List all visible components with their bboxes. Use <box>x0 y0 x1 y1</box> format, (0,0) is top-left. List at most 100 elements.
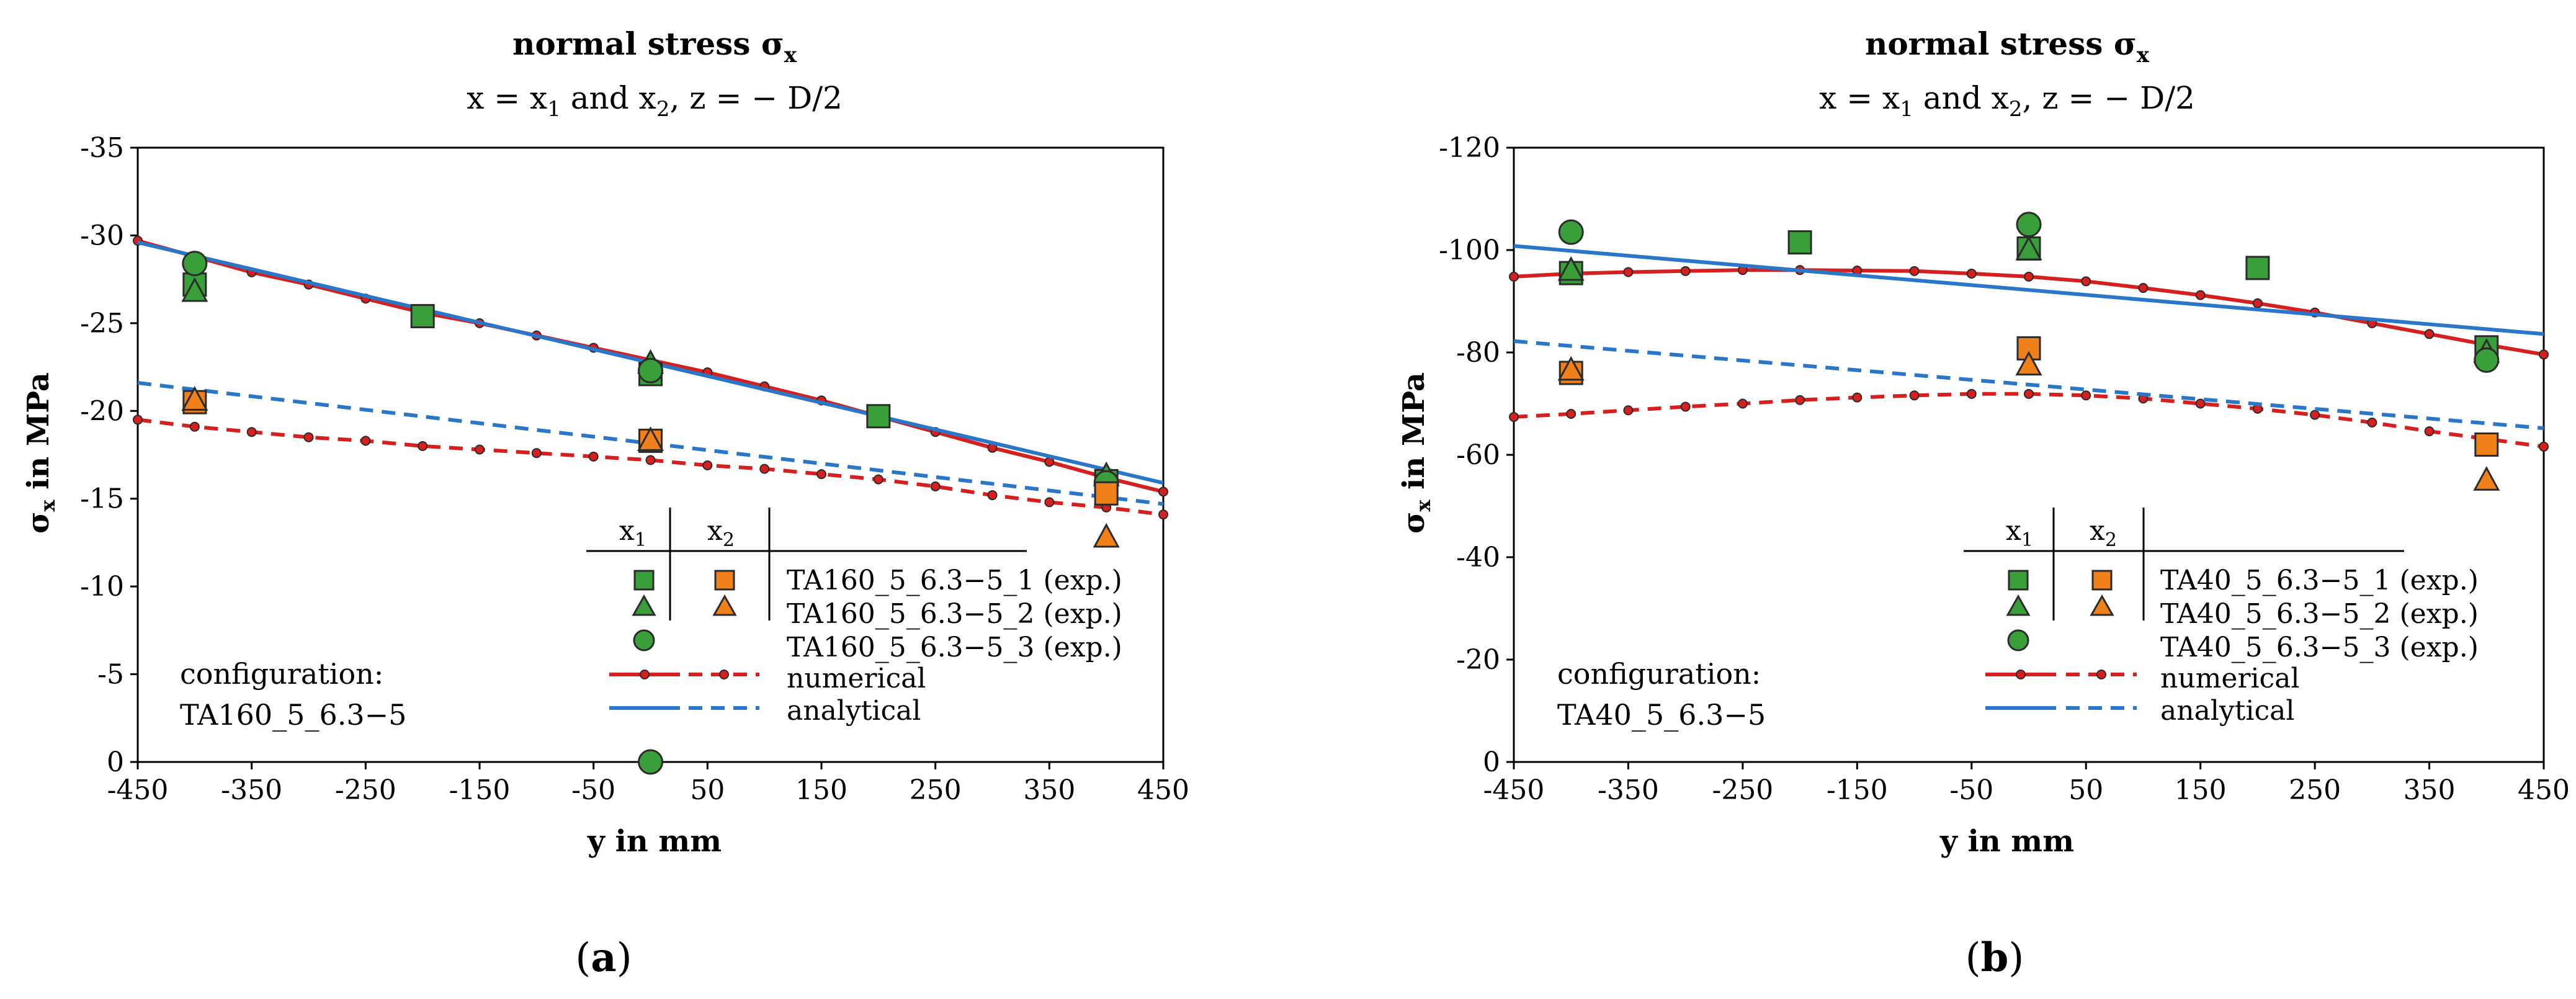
y-tick-label: 0 <box>1483 746 1500 778</box>
numerical-x2-point <box>1566 409 1576 419</box>
numerical-x2-point <box>360 436 371 446</box>
plot-area: -450 -350 -250 -150 -50 50 150 250 350 450 0 -5 -10 -… <box>80 132 1189 806</box>
legend-marker-numerical-x2 <box>719 670 729 679</box>
chart-title: normal stress σx <box>1865 25 2150 68</box>
x-tick-label: -50 <box>1949 774 1993 806</box>
legend-marker-x1-specimen-1 <box>633 570 655 591</box>
x-tick-label: 150 <box>2175 774 2227 806</box>
y-tick-label: -80 <box>1456 337 1500 369</box>
numerical-x2-point <box>1966 388 1977 399</box>
numerical-x1-point <box>2024 271 2034 282</box>
panel-b: normal stress σx x = x1 and x2, z = − D/… <box>1397 25 2570 981</box>
configuration-name: TA160_5_6.3−5 <box>180 698 406 732</box>
legend-header-x2: x2 <box>2090 515 2117 551</box>
numerical-x2-point <box>1737 398 1748 409</box>
series-analytical-x2-line <box>1513 339 2544 431</box>
exp-ta160-5-6-3-5-1-exp-x1-point <box>866 404 891 429</box>
y-tick-label: -25 <box>80 308 124 339</box>
configuration-label: configuration: <box>1557 657 1761 691</box>
numerical-x2-point <box>2539 441 2549 452</box>
numerical-x2-point <box>816 469 826 480</box>
plot-area: -450 -350 -250 -150 -50 50 150 250 350 450 0 -20 -40… <box>1439 132 2570 806</box>
numerical-x2-point <box>2424 426 2435 437</box>
chart-subtitle: x = x1 and x2, z = − D/2 <box>1819 80 2195 122</box>
legend-marker-x1-specimen-2 <box>2006 594 2031 616</box>
exp-ta160-5-6-3-5-3-exp-x1-point <box>638 749 663 775</box>
numerical-x1-point <box>2252 298 2263 308</box>
x-axis-label: y in mm <box>1939 824 2074 859</box>
numerical-x2-point <box>531 448 542 459</box>
x-tick-label: -450 <box>1483 774 1545 806</box>
legend-label-specimen-1: TA40_5_6.3−5_1 (exp.) <box>2160 565 2479 596</box>
exp-ta160-5-6-3-5-2-exp-x2-point <box>637 426 664 451</box>
numerical-x1-point <box>2138 283 2149 293</box>
series-numerical-x2-line <box>1513 392 2544 449</box>
numerical-x2-point <box>930 481 941 491</box>
numerical-x2-point <box>1795 395 1805 405</box>
legend-header-x1: x1 <box>2006 515 2033 551</box>
numerical-x1-point <box>2424 329 2435 339</box>
legend-label-specimen-2: TA160_5_6.3−5_2 (exp.) <box>787 598 1122 630</box>
numerical-x1-point <box>1158 486 1168 497</box>
panel-a: normal stress σx x = x1 and x2, z = − D/… <box>21 25 1189 981</box>
y-axis-label: σx in MPa <box>1397 372 1435 534</box>
x-tick-label: 350 <box>2404 774 2456 806</box>
numerical-x1-point <box>1909 266 1920 276</box>
numerical-x2-point <box>1852 392 1863 403</box>
legend-header-x1: x1 <box>619 515 646 551</box>
x-axis-label: y in mm <box>587 824 722 859</box>
exp-ta160-5-6-3-5-2-exp-x1-point <box>181 277 208 302</box>
svg-text:σx in MPa: σx in MPa <box>21 372 60 534</box>
numerical-x2-point <box>2367 418 2377 428</box>
legend-marker-x1-specimen-2 <box>632 594 656 616</box>
configuration-label: configuration: <box>180 657 383 691</box>
exp-ta160-5-6-3-5-1-exp-x1-point <box>410 304 435 329</box>
numerical-x1-point <box>2539 349 2549 360</box>
numerical-x2-point <box>759 464 770 474</box>
chart-title: normal stress σx <box>512 25 797 68</box>
y-tick-label: 0 <box>107 746 124 778</box>
x-tick-label: -250 <box>335 774 396 806</box>
y-tick-label: -15 <box>80 483 124 515</box>
x-tick-label: 350 <box>1023 774 1075 806</box>
numerical-x2-point <box>2024 388 2034 399</box>
legend: x1 x2 TA160_5_6.3−5_1 (exp.) TA160_5_6.3… <box>586 508 1122 727</box>
numerical-x2-point <box>2310 410 2320 420</box>
legend-marker-numerical-x2 <box>2096 670 2106 679</box>
legend-label-specimen-3: TA160_5_6.3−5_3 (exp.) <box>787 632 1122 663</box>
exp-ta40-5-6-3-5-3-exp-x1-point <box>1558 219 1584 245</box>
chart-subtitle: x = x1 and x2, z = − D/2 <box>467 80 843 122</box>
numerical-x2-point <box>1909 390 1920 401</box>
numerical-x2-point <box>588 451 599 462</box>
exp-ta40-5-6-3-5-2-exp-x2-point <box>2015 351 2042 376</box>
numerical-x2-point <box>418 441 428 451</box>
x-tick-label: 250 <box>910 774 962 806</box>
legend-marker-x1-specimen-1 <box>2008 570 2029 591</box>
y-tick-label: -60 <box>1456 439 1500 471</box>
legend-marker-x1-specimen-3 <box>633 629 655 652</box>
legend-label-analytical: analytical <box>787 695 921 727</box>
numerical-x1-point <box>2195 290 2206 300</box>
numerical-x1-point <box>1680 266 1691 276</box>
y-tick-label: -5 <box>97 659 124 691</box>
x-tick-label: 150 <box>795 774 847 806</box>
legend-marker-x2-specimen-1 <box>714 570 735 591</box>
numerical-x2-point <box>189 421 200 432</box>
x-tick-label: -350 <box>1598 774 1659 806</box>
legend-marker-x2-specimen-1 <box>2091 570 2113 591</box>
exp-ta40-5-6-3-5-2-exp-x1-point <box>2015 235 2042 261</box>
exp-ta40-5-6-3-5-1-exp-x1-point <box>2245 256 2270 280</box>
numerical-x2-point <box>1044 497 1055 508</box>
x-tick-label: 50 <box>2068 774 2103 806</box>
legend-marker-numerical-x1 <box>640 670 650 679</box>
legend-label-specimen-3: TA40_5_6.3−5_3 (exp.) <box>2160 632 2479 663</box>
numerical-x2-point <box>1509 411 1519 422</box>
x-tick-label: 50 <box>690 774 725 806</box>
exp-ta160-5-6-3-5-3-exp-x1-point <box>638 357 663 383</box>
legend-marker-numerical-x1 <box>2016 670 2026 679</box>
y-tick-label: -10 <box>80 571 124 603</box>
legend-label-specimen-1: TA160_5_6.3−5_1 (exp.) <box>787 565 1122 596</box>
x-tick-label: -450 <box>107 774 169 806</box>
numerical-x2-point <box>1158 509 1168 520</box>
